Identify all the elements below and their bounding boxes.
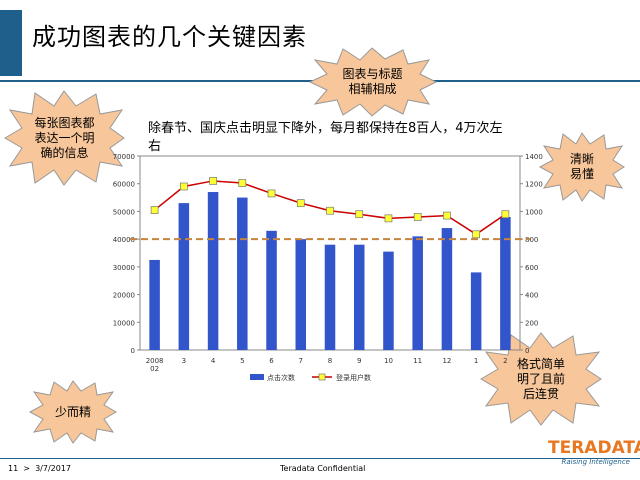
callout-burst-shape	[28, 380, 117, 444]
callout-text-top-center: 图表与标题 相辅相成	[342, 67, 403, 96]
bar	[266, 230, 277, 350]
line-point	[296, 199, 305, 207]
callout-burst-shape	[308, 47, 438, 117]
combo-chart-svg: 0 10000 20000 30000 40000 50000 60000 70000 0 200…	[113, 153, 543, 382]
callout-bottom-left: 少而精	[28, 380, 118, 444]
page-number: 11	[8, 464, 19, 473]
title-bar: 成功图表的几个关键因素	[0, 0, 640, 80]
footer-confidential: Teradata Confidential	[280, 464, 366, 473]
bar	[207, 192, 219, 350]
x-axis-tick-label: 4	[211, 357, 216, 365]
bar	[295, 239, 307, 350]
x-axis-tick-label: 12	[442, 357, 451, 365]
page-separator: >	[23, 464, 30, 473]
right-axis-tick-label: 1400	[525, 153, 543, 161]
line-point	[443, 211, 451, 220]
teradata-logo: TERADATA Raising Intelligence	[548, 438, 640, 472]
slide-date: 3/7/2017	[35, 464, 72, 473]
callout-text-right-bottom: 格式简单 明了且前 后连贯	[516, 356, 565, 401]
left-axis-tick-label: 10000	[113, 319, 135, 327]
callout-burst-shape	[538, 132, 625, 202]
line-point	[384, 214, 393, 223]
left-axis-tick-label: 70000	[113, 153, 135, 161]
x-axis-tick-label: 2	[503, 357, 507, 365]
legend-swatch-bar	[250, 374, 264, 380]
right-axis-tick-label: 1000	[525, 208, 543, 216]
line-point	[267, 189, 276, 198]
legend-label-line: 登录用户数	[336, 373, 371, 382]
line-point	[472, 230, 481, 239]
left-axis-tick-label: 40000	[113, 236, 135, 244]
x-axis-tick-label: 9	[357, 357, 361, 365]
x-axis-tick-label: 11	[413, 357, 422, 365]
x-axis-tick-label: 8	[328, 357, 332, 365]
footer-divider	[0, 458, 640, 459]
bar	[178, 203, 190, 350]
callout-text-bottom-left: 少而精	[54, 404, 91, 419]
slide-title: 成功图表的几个关键因素	[32, 23, 307, 51]
x-axis-tick-label: 10	[384, 357, 393, 365]
line-point	[238, 179, 247, 187]
right-axis-tick-label: 1200	[525, 181, 543, 189]
bar	[149, 259, 160, 350]
right-axis-tick-label: 0	[525, 347, 529, 355]
callout-top-center: 图表与标题 相辅相成	[305, 46, 440, 118]
bar	[383, 251, 394, 350]
callout-right-top: 清晰 易懂	[538, 132, 626, 202]
bar	[353, 244, 365, 350]
right-axis-tick-label: 800	[525, 236, 538, 244]
callout-burst-shape	[4, 90, 125, 186]
callout-right-bottom: 格式简单 明了且前 后连贯	[478, 330, 604, 428]
callout-top-left: 每张图表都 表达一个明 确的信息	[2, 88, 127, 188]
bar	[324, 244, 336, 350]
legend-label-bar: 点击次数	[267, 373, 295, 382]
line-point	[150, 206, 159, 214]
x-axis-tick-label: 1	[474, 357, 478, 365]
line-point	[413, 213, 422, 221]
left-axis-tick-label: 30000	[113, 264, 135, 272]
left-axis-tick-label: 0	[131, 347, 135, 355]
bar	[470, 272, 482, 350]
bar	[500, 216, 511, 350]
logo-wordmark: TERADATA	[548, 438, 640, 458]
x-axis-tick-label: 3	[182, 357, 186, 365]
right-axis-tick-label: 600	[525, 264, 538, 272]
right-axis-tick-label: 400	[525, 292, 538, 300]
left-axis-tick-label: 50000	[113, 208, 135, 216]
left-axis-tick-label: 60000	[113, 181, 135, 189]
callout-burst-shape	[480, 332, 602, 426]
legend-swatch-marker	[318, 373, 326, 381]
footer-page-info: 11 > 3/7/2017	[8, 464, 71, 473]
x-axis-tick-label: 7	[299, 357, 303, 365]
left-axis-tick-label: 20000	[113, 292, 135, 300]
line-point	[501, 210, 510, 219]
bar	[441, 228, 453, 350]
x-axis-tick-label: 5	[240, 357, 244, 365]
right-axis-tick-label: 200	[525, 319, 538, 327]
title-accent-bar	[0, 10, 22, 76]
callout-text-right-top: 清晰 易懂	[569, 152, 594, 181]
line-point	[179, 182, 188, 191]
line-point	[326, 206, 334, 215]
callout-text-top-left: 每张图表都 表达一个明 确的信息	[34, 115, 95, 160]
line-point	[355, 210, 364, 219]
x-axis-tick-label: 6	[269, 357, 274, 365]
x-axis-tick-label: 2008 02	[146, 357, 164, 373]
line-point	[209, 177, 217, 185]
combo-chart: 0 10000 20000 30000 40000 50000 60000 70000 0 200…	[100, 150, 560, 390]
bar	[412, 236, 423, 350]
logo-tagline: Raising Intelligence	[561, 458, 630, 466]
bar	[237, 197, 248, 350]
chart-caption: 除春节、国庆点击明显下降外，每月都保持在8百人，4万次左右	[148, 121, 503, 154]
